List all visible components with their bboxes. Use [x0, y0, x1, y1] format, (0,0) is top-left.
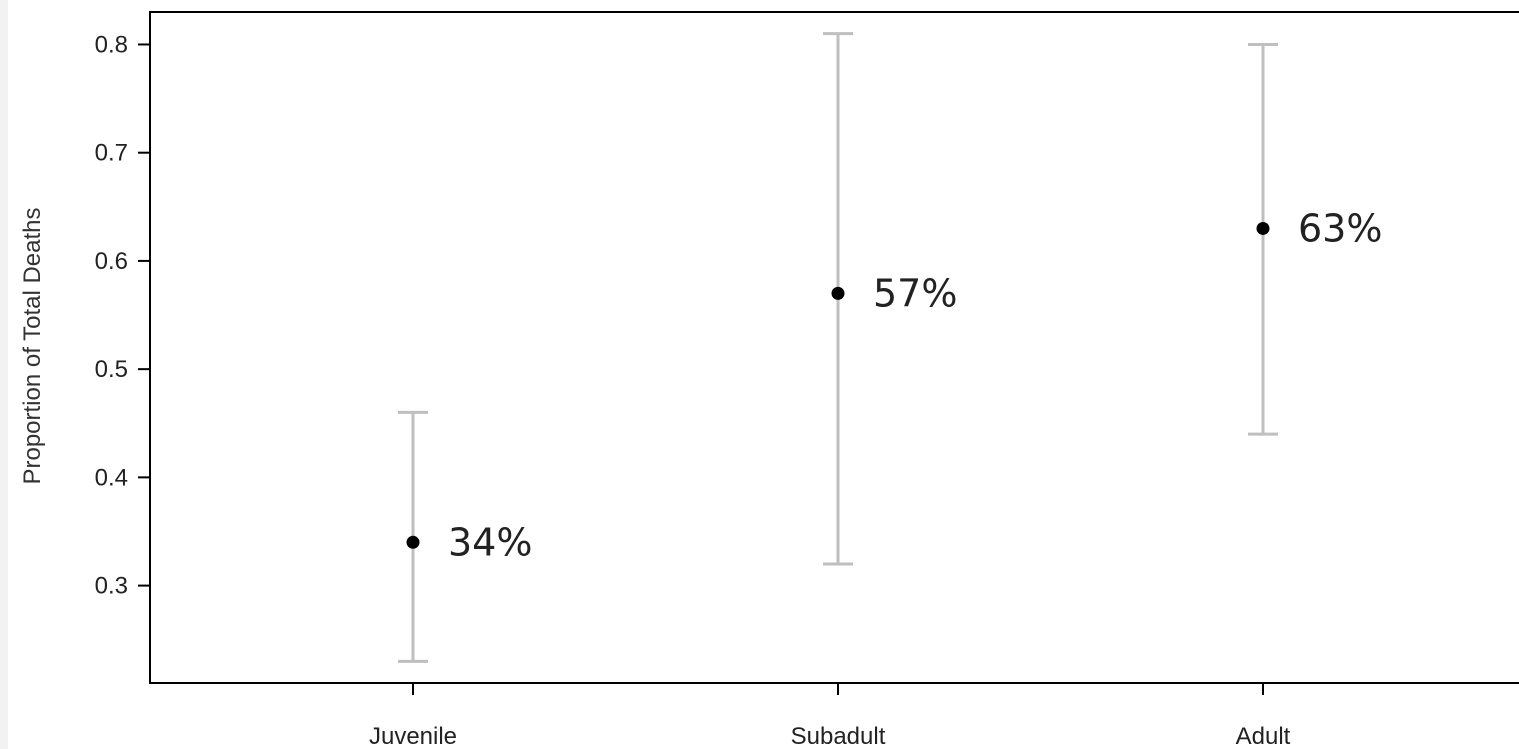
data-series: 34% 57% 63% — [398, 32, 1382, 663]
y-tick-label: 0.6 — [95, 248, 128, 275]
y-tick-label: 0.3 — [95, 573, 128, 600]
data-point — [406, 535, 420, 549]
y-tick-label: 0.5 — [95, 356, 128, 383]
data-label: 34% — [448, 520, 532, 564]
x-axis: Juvenile Subadult Adult — [369, 683, 1291, 749]
data-label: 63% — [1298, 206, 1382, 250]
y-axis-title: Proportion of Total Deaths — [19, 207, 46, 484]
data-point-group: 63% — [1248, 42, 1382, 436]
plot-border — [149, 11, 1519, 684]
data-label: 57% — [873, 271, 957, 315]
data-point — [1256, 221, 1270, 235]
y-axis: 0.3 0.4 0.5 0.6 0.7 0.8 — [95, 31, 150, 600]
x-tick-label-subadult: Subadult — [791, 723, 886, 749]
x-tick-label-adult: Adult — [1236, 723, 1291, 749]
x-tick-label-juvenile: Juvenile — [369, 723, 457, 749]
y-tick-label: 0.8 — [95, 31, 128, 58]
y-tick-label: 0.7 — [95, 140, 128, 167]
plot-frame — [149, 11, 1519, 684]
y-tick-label: 0.4 — [95, 464, 128, 491]
data-point-group: 57% — [823, 32, 957, 566]
data-point — [831, 286, 845, 300]
left-margin-strip — [0, 0, 8, 749]
data-point-group: 34% — [398, 410, 532, 663]
